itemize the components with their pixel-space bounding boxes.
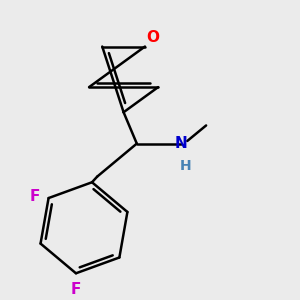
Text: F: F: [30, 189, 40, 204]
Text: H: H: [179, 159, 191, 173]
Text: O: O: [147, 30, 160, 45]
Text: F: F: [71, 281, 81, 296]
Text: N: N: [175, 136, 188, 151]
